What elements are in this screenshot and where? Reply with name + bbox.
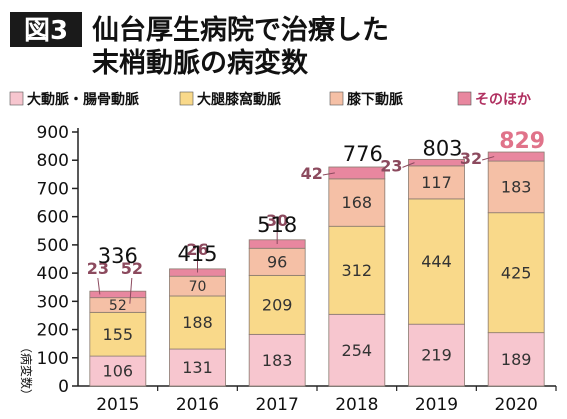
y-tick-label: 400 [37,264,69,284]
segment-value-label: 168 [342,193,373,212]
segment-value-label: 23 [87,259,109,278]
chart-title-line-2: 末梢動脈の病変数 [92,47,309,79]
chart-title-line-1: 仙台厚生病院で治療した [92,14,389,46]
segment-value-label: 42 [301,164,323,183]
segment-value-label: 52 [109,298,127,314]
total-value-label: 518 [257,213,297,237]
leader-line [402,162,415,168]
legend-label: そのほか [475,92,531,108]
segment-value-label: 183 [501,177,532,196]
segment-value-label: 155 [103,325,134,344]
segment-value-label: 96 [267,252,287,271]
segment-value-label: 30 [266,211,288,230]
bar-segment [248,274,306,335]
y-tick-label: 300 [37,292,69,312]
legend-label: 大腿膝窩動脈 [197,91,281,108]
legend-swatch [9,91,24,106]
legend-label: 大動脈・腸骨動脈 [27,91,139,108]
y-tick-label: 900 [37,123,69,143]
leader-line [129,277,133,304]
legend-swatch [179,91,194,106]
x-axis: 2015 2016 2017 2018 2019 2020 [78,385,557,415]
x-tick-label: 2016 [176,395,219,415]
bar-segment [487,332,545,387]
figure-label: 図3 [24,16,68,46]
bar-segment [248,247,306,276]
y-tick-label: 500 [37,236,69,256]
total-value-label: 776 [343,142,383,166]
segment-value-label: 425 [501,263,532,282]
bar-segment [328,313,386,387]
bar-segment [89,311,147,357]
segment-value-label: 254 [342,341,373,360]
legend-swatch [457,91,472,106]
segment-value-label: 188 [182,313,213,332]
y-tick-label: 100 [37,349,69,369]
bar-segment [487,212,545,334]
legend: 大動脈・腸骨動脈 大腿膝窩動脈 膝下動脈 そのほか [9,91,531,108]
segment-value-label: 209 [262,295,293,314]
segment-value-label: 183 [262,351,293,370]
total-value-label: 829 [499,129,545,154]
bar-segment [328,225,386,315]
leader-line [97,277,101,295]
bar-segment [487,151,545,162]
bar-segment [328,166,386,180]
segment-value-label: 312 [342,261,373,280]
figure-label-bg [10,12,82,47]
x-tick-label: 2018 [335,395,378,415]
bar-segment [408,323,465,387]
segment-value-label: 219 [421,346,452,365]
legend-swatch [329,91,344,106]
y-tick-label: 700 [37,179,69,199]
total-value-label: 336 [98,244,138,268]
x-tick-label: 2017 [256,395,299,415]
y-axis: 0 100 200 300 400 500 600 700 800 900 [37,123,79,397]
bar-segment [328,178,386,227]
segment-value-label: 70 [189,279,207,295]
segment-value-label: 444 [421,252,452,271]
bar-segment [248,333,306,387]
y-tick-label: 200 [37,321,69,341]
bar-segment [169,348,226,387]
legend-label: 膝下動脈 [347,91,403,108]
y-tick-label: 800 [37,151,69,171]
total-value-label: 415 [177,242,217,266]
leader-line [322,172,335,176]
x-tick-label: 2019 [415,395,458,415]
bar-segment [169,295,226,350]
bar-segment [408,165,465,200]
segment-value-label: 117 [421,173,452,192]
total-value-label: 803 [422,136,462,160]
bar-segment [408,158,465,167]
segment-value-label: 32 [460,149,482,168]
segment-value-label: 106 [103,362,134,381]
segment-value-label: 23 [380,156,402,175]
bar-segment [89,290,147,299]
segment-value-label: 131 [182,358,213,377]
segment-value-label: 26 [186,240,208,259]
y-tick-label: 600 [37,208,69,228]
x-tick-label: 2020 [495,395,538,415]
segment-value-label: 189 [501,350,532,369]
y-axis-label: （病変数） [19,341,34,401]
x-tick-label: 2015 [96,395,139,415]
bar-segment [408,198,465,325]
leader-line [482,156,495,161]
segment-value-label: 52 [121,259,143,278]
y-tick-label: 0 [58,377,69,397]
